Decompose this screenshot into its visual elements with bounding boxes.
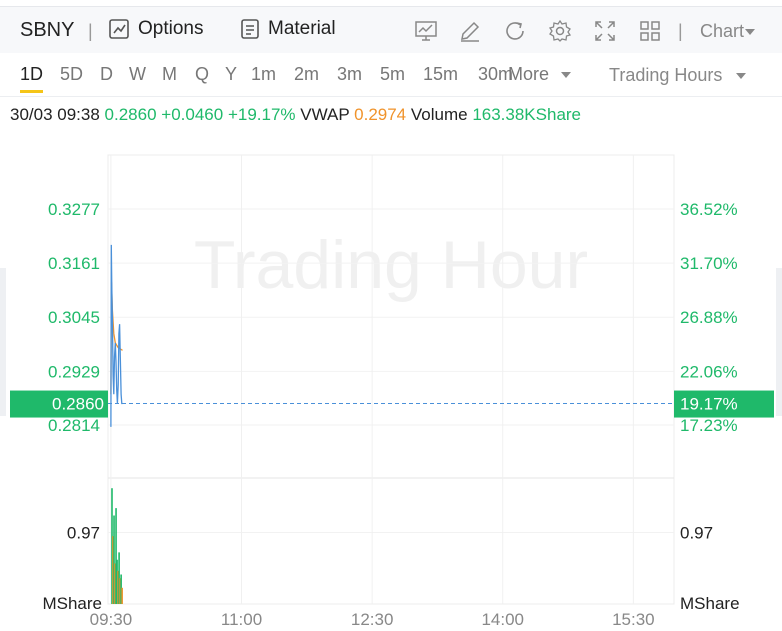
pct-tick-label: 17.23% <box>680 416 738 435</box>
quote-datetime: 30/03 09:38 <box>10 105 100 124</box>
volume-unit-label: MShare <box>680 594 740 613</box>
volume-bar <box>121 587 123 604</box>
period-w[interactable]: W <box>129 64 146 84</box>
period-3m[interactable]: 3m <box>337 64 363 84</box>
quote-change-pct: +19.17% <box>227 105 296 124</box>
toolbar-divider: | <box>678 21 683 41</box>
period-2m[interactable]: 2m <box>294 64 320 84</box>
quote-change: +0.0460 <box>161 105 224 124</box>
quote-info-bar: 30/03 09:38 0.2860 +0.0460 +19.17% VWAP … <box>10 105 581 125</box>
current-price-badge <box>10 390 108 418</box>
current-pct-badge <box>674 390 774 418</box>
quote-price: 0.2860 <box>104 105 157 124</box>
x-tick-label: 11:00 <box>221 610 262 629</box>
current-price-label: 0.2860 <box>52 395 104 414</box>
layout-icon[interactable] <box>638 19 662 43</box>
chart-label: Chart <box>700 21 745 41</box>
trading-hours-label: Trading Hours <box>609 65 723 85</box>
volume-bar <box>117 570 119 604</box>
price-line <box>110 244 123 427</box>
indicator-icon[interactable] <box>414 19 438 43</box>
caret-down-icon <box>745 29 756 36</box>
volume-bar <box>118 552 120 604</box>
volume-bar <box>114 563 116 604</box>
period-selector: 1D 5D D W M Q Y 1m 2m 3m 5m 15m 30m More… <box>0 56 782 97</box>
draw-icon[interactable] <box>458 19 482 43</box>
options-icon <box>109 19 129 39</box>
price-tick-label: 0.3277 <box>48 200 100 219</box>
volume-bars <box>111 488 123 604</box>
symbol-label: SBNY <box>20 19 75 41</box>
material-button[interactable]: Material <box>240 18 336 40</box>
plot-frame <box>107 154 675 605</box>
price-tick-label: 0.2929 <box>48 362 100 381</box>
period-30m[interactable]: 30m <box>478 64 514 84</box>
volume-value: 163.38KShare <box>472 105 582 124</box>
caret-down-icon <box>561 72 572 79</box>
refresh-icon[interactable] <box>503 19 527 43</box>
volume-bar <box>116 559 118 604</box>
volume-bar <box>120 574 122 604</box>
volume-unit-label: MShare <box>42 594 102 613</box>
left-scroll-handle[interactable] <box>0 268 6 416</box>
volume-bar <box>113 515 115 604</box>
right-scroll-handle[interactable] <box>776 268 782 416</box>
period-m[interactable]: M <box>162 64 177 84</box>
volume-label: Volume <box>410 105 468 124</box>
volume-tick-label: 0.97 <box>67 523 100 542</box>
chart-type-dropdown[interactable]: Chart <box>700 21 756 42</box>
period-5d[interactable]: 5D <box>60 64 84 84</box>
vwap-label: VWAP <box>300 105 350 124</box>
volume-tick-label: 0.97 <box>680 523 713 542</box>
pct-tick-label: 26.88% <box>680 308 738 327</box>
period-5m[interactable]: 5m <box>380 64 406 84</box>
x-tick-label: 14:00 <box>481 610 524 629</box>
chart-toolbar: SBNY | Options Material | Chart <box>0 6 782 53</box>
options-button[interactable]: Options <box>108 18 203 40</box>
current-pct-label: 19.17% <box>680 395 738 414</box>
period-1d[interactable]: 1D <box>20 64 44 93</box>
axis-labels: 09:30 11:00 12:30 14:00 15:30 0.3277 36.52% 0.3… <box>10 200 774 629</box>
toolbar-divider: | <box>88 21 93 41</box>
price-tick-label: 0.2814 <box>48 416 100 435</box>
pct-tick-label: 22.06% <box>680 362 738 381</box>
vwap-value: 0.2974 <box>354 105 407 124</box>
x-tick-label: 15:30 <box>612 610 655 629</box>
chart-watermark: Trading Hour <box>194 227 588 303</box>
material-icon <box>241 19 259 39</box>
period-1m[interactable]: 1m <box>251 64 277 84</box>
volume-bar <box>115 508 117 604</box>
period-15m[interactable]: 15m <box>423 64 459 84</box>
trading-hours-dropdown[interactable]: Trading Hours <box>609 65 747 86</box>
volume-bar <box>111 488 113 604</box>
volume-bar <box>112 536 114 604</box>
x-tick-label: 09:30 <box>90 610 133 629</box>
x-tick-label: 12:30 <box>351 610 394 629</box>
price-tick-label: 0.3161 <box>48 254 100 273</box>
period-q[interactable]: Q <box>195 64 210 84</box>
volume-bar <box>119 578 121 604</box>
chart-grid <box>107 154 675 605</box>
material-label: Material <box>268 18 336 39</box>
period-y[interactable]: Y <box>225 64 238 84</box>
options-label: Options <box>138 18 204 39</box>
more-dropdown[interactable]: More <box>508 64 572 85</box>
pct-tick-label: 31.70% <box>680 254 738 273</box>
price-lines <box>108 244 674 427</box>
more-label: More <box>508 64 550 84</box>
period-d[interactable]: D <box>100 64 113 84</box>
caret-down-icon <box>736 73 747 80</box>
fullscreen-icon[interactable] <box>593 19 617 43</box>
settings-icon[interactable] <box>548 19 572 43</box>
price-tick-label: 0.3045 <box>48 308 100 327</box>
pct-tick-label: 36.52% <box>680 200 738 219</box>
